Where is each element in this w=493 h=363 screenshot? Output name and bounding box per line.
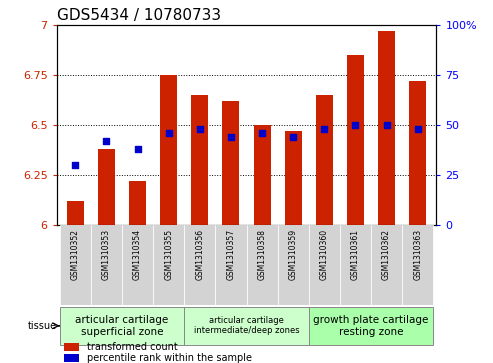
Bar [278, 225, 309, 305]
Bar [253, 125, 271, 225]
Bar [129, 181, 146, 225]
Bar [184, 307, 309, 344]
Bar [378, 31, 395, 225]
Bar [60, 307, 184, 344]
Bar [60, 225, 91, 305]
Bar [316, 95, 333, 225]
Text: GSM1310358: GSM1310358 [257, 229, 267, 280]
Bar [64, 354, 79, 362]
Point [383, 122, 390, 128]
Bar [340, 225, 371, 305]
Bar [91, 225, 122, 305]
Bar [153, 225, 184, 305]
Text: GSM1310354: GSM1310354 [133, 229, 142, 280]
Point [71, 162, 79, 168]
Text: GSM1310355: GSM1310355 [164, 229, 173, 280]
Text: GSM1310356: GSM1310356 [195, 229, 204, 280]
Text: GSM1310361: GSM1310361 [351, 229, 360, 280]
Point [227, 134, 235, 140]
Bar [246, 225, 278, 305]
Text: GSM1310357: GSM1310357 [226, 229, 236, 280]
Text: tissue: tissue [28, 321, 57, 331]
Point [352, 122, 359, 128]
Text: GSM1310359: GSM1310359 [289, 229, 298, 280]
Bar [222, 101, 240, 225]
Bar [402, 225, 433, 305]
Bar [347, 55, 364, 225]
Bar [309, 225, 340, 305]
Text: GSM1310352: GSM1310352 [71, 229, 80, 280]
Point [258, 130, 266, 136]
Text: GSM1310363: GSM1310363 [413, 229, 422, 280]
Point [414, 126, 422, 132]
Point [134, 146, 141, 152]
Bar [371, 225, 402, 305]
Bar [184, 225, 215, 305]
Point [165, 130, 173, 136]
Text: GSM1310360: GSM1310360 [320, 229, 329, 280]
Text: articular cartilage
intermediate/deep zones: articular cartilage intermediate/deep zo… [194, 316, 299, 335]
Bar [160, 75, 177, 225]
Point [103, 138, 110, 144]
Bar [215, 225, 246, 305]
Bar [409, 81, 426, 225]
Bar [98, 149, 115, 225]
Text: GSM1310353: GSM1310353 [102, 229, 111, 280]
Bar [309, 307, 433, 344]
Text: GDS5434 / 10780733: GDS5434 / 10780733 [57, 8, 221, 23]
Bar [191, 95, 209, 225]
Point [289, 134, 297, 140]
Text: percentile rank within the sample: percentile rank within the sample [87, 353, 252, 363]
Bar [284, 131, 302, 225]
Point [196, 126, 204, 132]
Text: transformed count: transformed count [87, 342, 178, 352]
Bar [122, 225, 153, 305]
Point [320, 126, 328, 132]
Text: growth plate cartilage
resting zone: growth plate cartilage resting zone [313, 315, 428, 337]
Bar [64, 343, 79, 351]
Bar [67, 201, 84, 225]
Text: articular cartilage
superficial zone: articular cartilage superficial zone [75, 315, 169, 337]
Text: GSM1310362: GSM1310362 [382, 229, 391, 280]
